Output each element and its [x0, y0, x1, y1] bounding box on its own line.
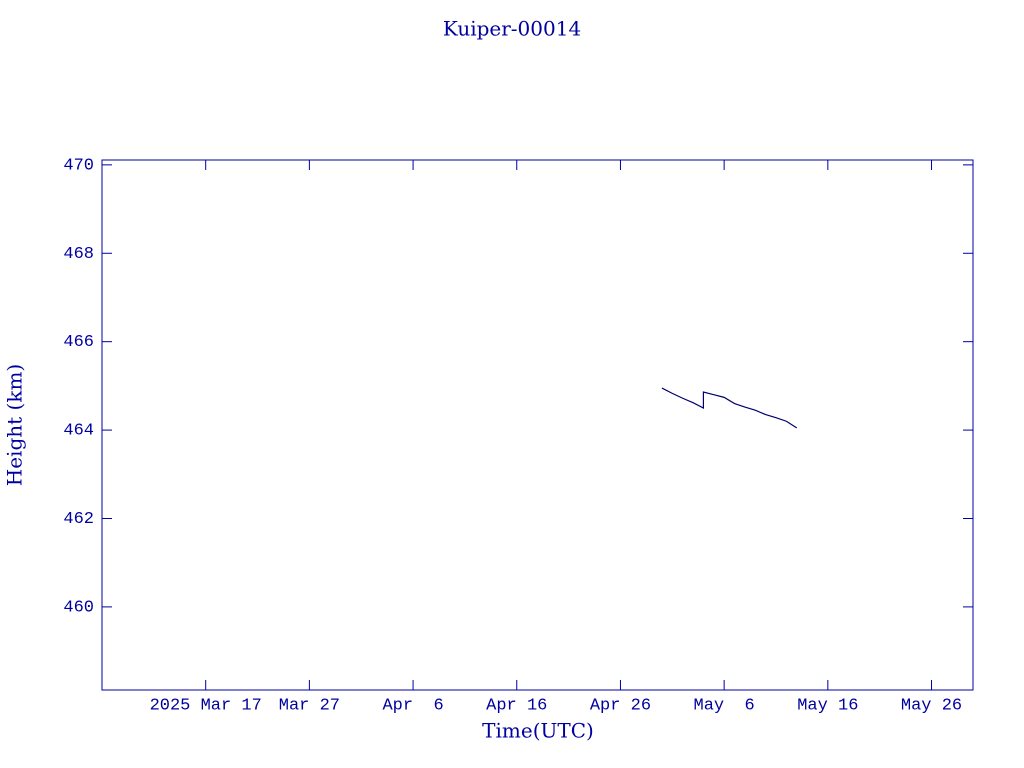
- x-axis-label: Time(UTC): [482, 719, 594, 743]
- y-tick-label: 470: [63, 156, 94, 175]
- y-tick-label: 466: [63, 333, 94, 352]
- y-tick-label: 464: [63, 422, 94, 441]
- y-tick-label: 462: [63, 510, 94, 529]
- x-tick-label: May 26: [901, 696, 962, 715]
- y-tick-label: 468: [63, 245, 94, 264]
- y-axis-label: Height (km): [3, 364, 27, 486]
- y-tick-label: 460: [63, 598, 94, 617]
- data-line: [661, 387, 798, 429]
- plot-frame: [101, 159, 974, 691]
- x-tick-label: Apr 26: [590, 696, 651, 715]
- x-tick-label: May 6: [694, 696, 755, 715]
- chart-title: Kuiper-00014: [443, 17, 581, 41]
- x-tick-label: Apr 16: [486, 696, 547, 715]
- x-tick-label: Apr 6: [382, 696, 443, 715]
- x-tick-label: May 16: [797, 696, 858, 715]
- x-tick-label: 2025 Mar 17: [150, 696, 262, 715]
- x-tick-label: Mar 27: [279, 696, 340, 715]
